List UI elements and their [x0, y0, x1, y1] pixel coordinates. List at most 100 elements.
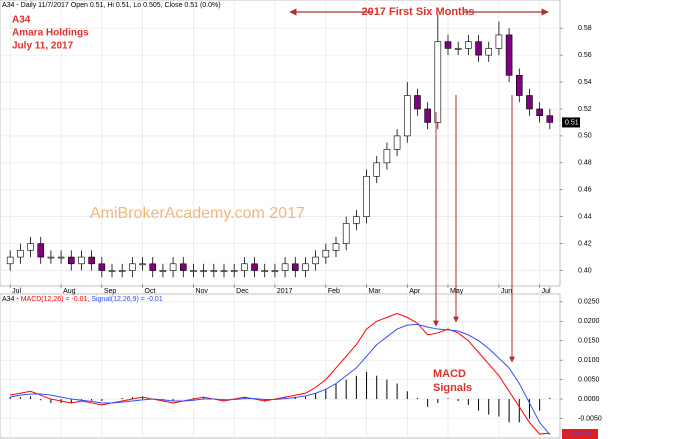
candle-body	[190, 270, 197, 272]
candle-body	[465, 41, 472, 49]
candle-body	[281, 263, 289, 271]
candle-body	[129, 263, 136, 271]
candle-body	[27, 243, 34, 251]
candle-body	[526, 95, 533, 110]
candle-body	[57, 256, 65, 259]
candle-body	[200, 270, 207, 272]
y-tick-label: 0.0000	[578, 396, 600, 403]
x-tick-label: May	[450, 288, 464, 295]
y-tick-label: 0.42	[578, 240, 592, 247]
last-price-box	[562, 117, 580, 128]
candle-body	[159, 270, 167, 272]
y-tick-label: 0.46	[578, 187, 592, 194]
candle-body	[251, 263, 258, 271]
y-tick-label: 0.44	[578, 214, 592, 221]
y-tick-label: 0.0200	[578, 318, 600, 325]
last-price: 0.51	[565, 119, 579, 126]
x-tick-label: Jul	[12, 288, 21, 295]
candle-body	[291, 263, 299, 271]
candle-body	[169, 263, 177, 271]
plot-layer: 0.40 0.42 0.44 0.46 0.48 0.50 0.52 0.54 0.56 0.58…	[0, 2, 602, 439]
last-value-box	[562, 429, 598, 439]
candle-body	[546, 115, 554, 123]
y-tick-label: 0.48	[578, 160, 592, 167]
y-tick-label: 0.58	[578, 25, 592, 32]
legend-entry: MACD(12,26) = -0.01,	[21, 296, 90, 303]
y-tick-label: 0.0150	[578, 338, 600, 345]
candle-body	[108, 270, 116, 272]
candle-body	[17, 250, 24, 258]
candle-body	[536, 108, 543, 117]
candle-body	[6, 256, 14, 265]
candle-body	[505, 34, 513, 76]
candle-body	[454, 48, 462, 50]
candle-body	[495, 34, 503, 49]
y-tick-label: -0.0050	[578, 415, 602, 422]
candle-body	[47, 256, 55, 259]
candle-body	[485, 48, 493, 56]
candle-body	[424, 108, 431, 123]
candle-body	[302, 263, 309, 271]
last-value: -0.00915	[564, 431, 592, 438]
candle-body	[98, 263, 106, 271]
candle-body	[515, 75, 523, 96]
date: July 11, 2017	[12, 41, 74, 52]
period-label: 2017 First Six Months	[361, 6, 474, 18]
candle-body	[179, 263, 187, 271]
candle-body	[332, 243, 340, 251]
series-line	[10, 312, 550, 435]
candle-body	[444, 41, 452, 49]
x-tick-label: Aug	[63, 288, 76, 295]
candle-body	[37, 243, 45, 258]
y-tick-label: 0.0050	[578, 376, 600, 383]
candle-body	[475, 41, 482, 56]
candle-body	[353, 216, 360, 224]
candle-body	[363, 175, 370, 217]
candle-body	[322, 250, 330, 258]
watermark: AmiBrokerAcademy.com 2017	[90, 205, 305, 222]
y-tick-label: 0.0250	[578, 299, 600, 306]
ticker: A34	[12, 15, 31, 26]
candle-body	[261, 270, 269, 272]
macd-panel	[0, 293, 561, 439]
y-tick-label: 0.52	[578, 106, 592, 113]
y-tick-label: 0.0100	[578, 357, 600, 364]
candle-body	[67, 256, 75, 265]
candle-body	[230, 270, 238, 272]
series-line	[10, 323, 551, 435]
y-tick-label: 0.54	[578, 79, 592, 86]
x-tick-label: Mar	[369, 288, 382, 295]
candle-body	[78, 256, 85, 265]
x-tick-label: 2017	[277, 288, 293, 295]
candle-body	[414, 95, 421, 110]
candle-body	[271, 270, 279, 272]
y-tick-label: 0.40	[578, 267, 592, 274]
candle-body	[139, 263, 146, 266]
x-tick-label: Nov	[195, 288, 208, 295]
candle-body	[210, 270, 218, 272]
candle-body	[220, 270, 228, 272]
macd-title: A34 -	[2, 296, 19, 303]
candle-body	[403, 95, 411, 137]
candle-body	[149, 263, 157, 271]
x-tick-label: Feb	[328, 288, 340, 295]
y-tick-label: 0.50	[578, 133, 592, 140]
candle-body	[434, 41, 442, 123]
x-tick-label: Jun	[501, 288, 512, 295]
candle-body	[118, 270, 126, 272]
candle-body	[241, 263, 248, 271]
macd-label: MACD	[433, 368, 466, 380]
x-tick-label: Jul	[542, 288, 551, 295]
candle-body	[393, 135, 401, 150]
x-tick-label: Apr	[409, 288, 421, 295]
candle-body	[342, 223, 350, 244]
x-tick-label: Dec	[236, 288, 249, 295]
macd-header: A34 - MACD(12,26) = -0.01, Signal(12,26,…	[2, 296, 163, 303]
x-tick-label: Sep	[104, 288, 117, 295]
price-header: A34 - Daily 11/7/2017 Open 0.51, Hi 0.51…	[2, 2, 221, 9]
y-tick-label: 0.56	[578, 52, 592, 59]
candle-body	[312, 256, 319, 265]
macd-label: Signals	[433, 382, 472, 394]
candle-body	[88, 256, 95, 265]
